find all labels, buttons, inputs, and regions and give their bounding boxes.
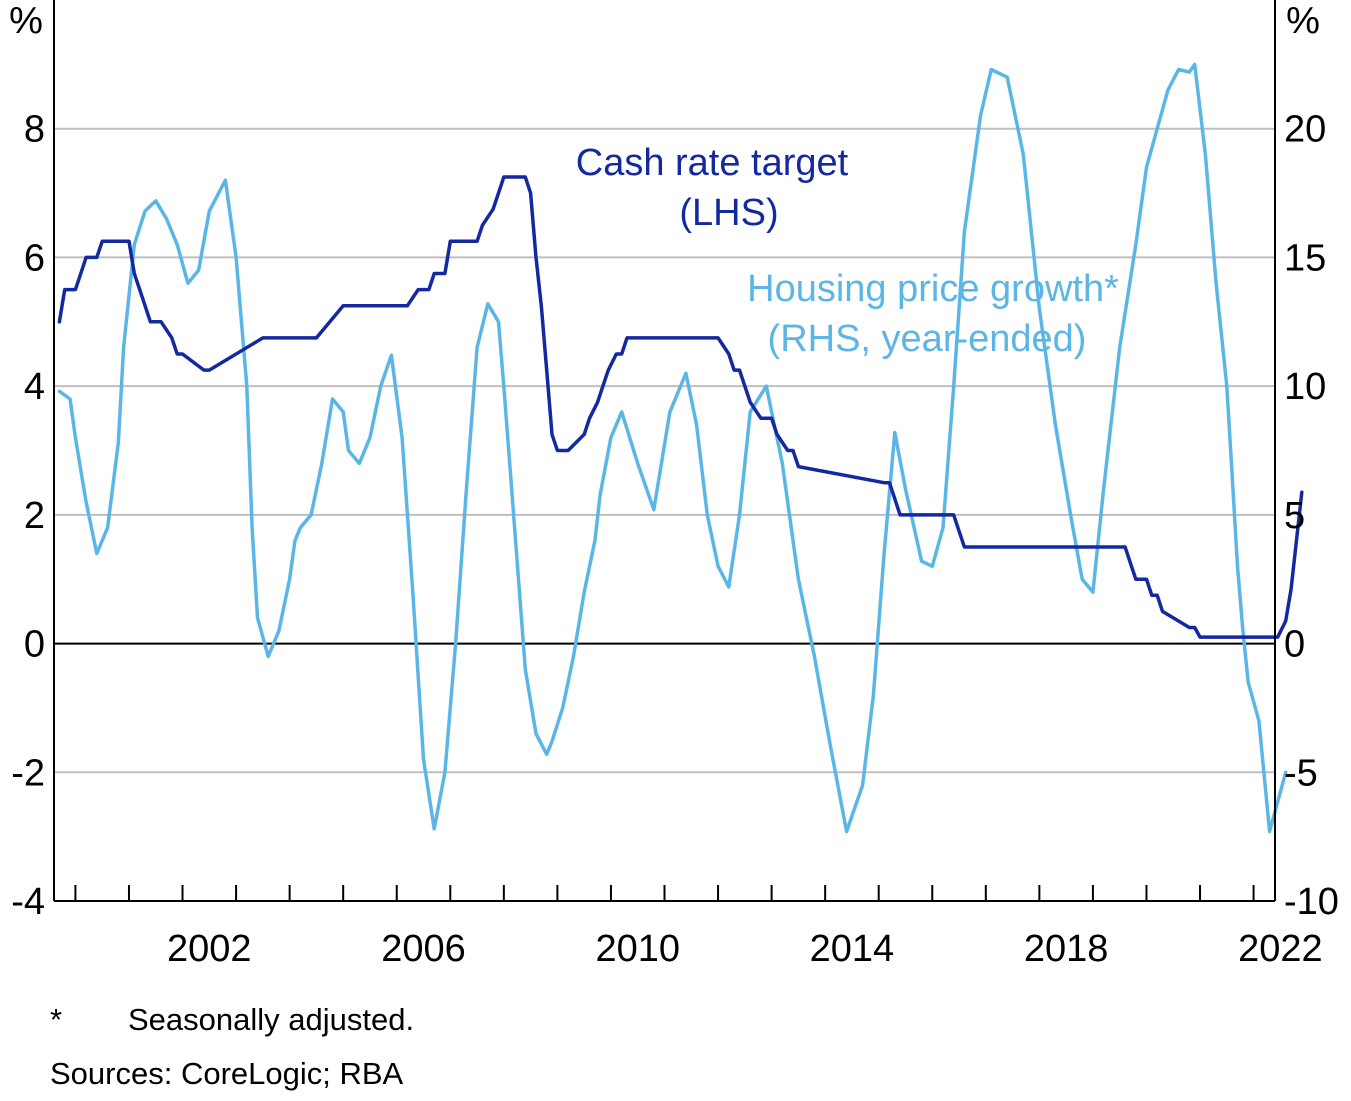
footnote-marker: * <box>50 1002 63 1037</box>
cash-rate-series-label: Cash rate target <box>576 142 849 184</box>
x-tick-label: 2018 <box>1024 928 1109 970</box>
x-tick-label: 2010 <box>595 928 680 970</box>
gridlines <box>54 127 1275 774</box>
housing-axis-note: (RHS, year-ended) <box>768 318 1087 360</box>
right-tick-label: 0 <box>1284 624 1305 666</box>
housing-price-growth-line <box>57 62 1288 834</box>
x-tick-label: 2022 <box>1238 928 1323 970</box>
left-tick-label: 8 <box>24 109 45 151</box>
right-tick-label: 20 <box>1284 109 1326 151</box>
housing-series-label: Housing price growth* <box>747 268 1119 310</box>
right-tick-label: -5 <box>1284 752 1318 794</box>
sources-note: Sources: CoreLogic; RBA <box>50 1056 404 1091</box>
left-tick-label: -4 <box>11 881 45 923</box>
right-tick-label: 5 <box>1284 495 1305 537</box>
series-layer <box>57 62 1304 834</box>
cash-rate-line <box>57 175 1304 639</box>
left-tick-label: -2 <box>11 752 45 794</box>
right-tick-label: 15 <box>1284 237 1326 279</box>
left-axis-unit-label: % <box>9 0 43 42</box>
left-tick-label: 0 <box>24 624 45 666</box>
right-axis-unit-label: % <box>1286 0 1320 42</box>
cash-rate-axis-note: (LHS) <box>679 192 778 234</box>
x-tick-label: 2014 <box>810 928 895 970</box>
left-tick-label: 4 <box>24 366 45 408</box>
x-tick-label: 2006 <box>381 928 466 970</box>
left-tick-label: 2 <box>24 495 45 537</box>
x-tick-label: 2002 <box>167 928 252 970</box>
left-tick-label: 6 <box>24 237 45 279</box>
footnote-text: Seasonally adjusted. <box>128 1002 415 1037</box>
right-tick-label: 10 <box>1284 366 1326 408</box>
ticks <box>74 885 1255 901</box>
right-tick-label: -10 <box>1284 881 1339 923</box>
